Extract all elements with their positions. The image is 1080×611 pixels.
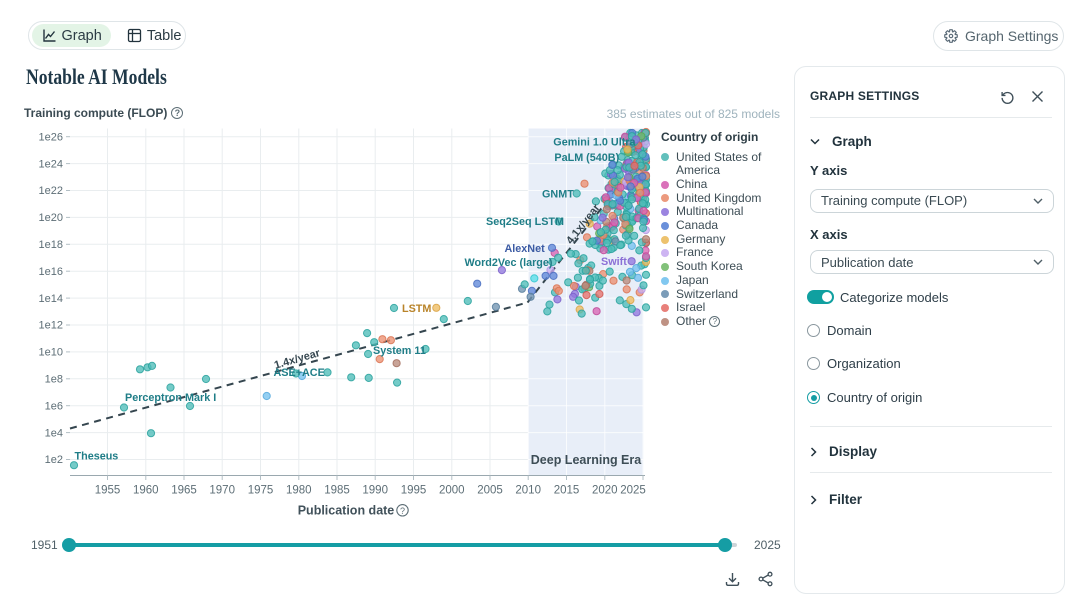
svg-text:Perceptron Mark I: Perceptron Mark I (125, 392, 216, 404)
svg-text:1e8: 1e8 (45, 374, 63, 386)
svg-text:1e22: 1e22 (39, 185, 63, 197)
svg-text:1985: 1985 (324, 485, 350, 497)
svg-text:2010: 2010 (515, 485, 541, 497)
svg-text:Theseus: Theseus (75, 451, 119, 463)
svg-text:1e2: 1e2 (45, 454, 63, 466)
svg-text:Publication date: Publication date (298, 504, 395, 518)
svg-text:1e26: 1e26 (39, 131, 63, 143)
svg-text:Swift: Swift (601, 256, 627, 268)
svg-text:1990: 1990 (362, 485, 388, 497)
svg-text:2005: 2005 (477, 485, 503, 497)
svg-text:1e20: 1e20 (39, 212, 63, 224)
svg-text:1e12: 1e12 (39, 320, 63, 332)
svg-text:Word2Vec (large): Word2Vec (large) (465, 257, 553, 269)
svg-text:1995: 1995 (401, 485, 427, 497)
svg-text:1e14: 1e14 (39, 293, 63, 305)
svg-text:1960: 1960 (133, 485, 159, 497)
svg-text:1e16: 1e16 (39, 266, 63, 278)
svg-text:1e18: 1e18 (39, 239, 63, 251)
svg-text:Seq2Seq LSTM: Seq2Seq LSTM (486, 216, 564, 228)
svg-text:2020: 2020 (592, 485, 618, 497)
svg-text:Deep Learning Era: Deep Learning Era (531, 453, 642, 467)
svg-text:1e10: 1e10 (39, 347, 63, 359)
svg-text:1965: 1965 (171, 485, 197, 497)
svg-text:2025: 2025 (620, 485, 646, 497)
svg-text:2000: 2000 (439, 485, 465, 497)
svg-text:1970: 1970 (209, 485, 235, 497)
svg-text:1e24: 1e24 (39, 158, 63, 170)
svg-text:GNMT: GNMT (542, 189, 574, 201)
svg-text:ASE+ACE: ASE+ACE (274, 367, 325, 379)
svg-text:2015: 2015 (554, 485, 580, 497)
svg-text:AlexNet: AlexNet (505, 243, 546, 255)
svg-text:1955: 1955 (95, 485, 121, 497)
svg-text:1e6: 1e6 (45, 400, 63, 412)
svg-text:System 11: System 11 (373, 345, 426, 357)
svg-text:1975: 1975 (248, 485, 274, 497)
svg-text:PaLM (540B): PaLM (540B) (554, 152, 619, 164)
svg-text:1980: 1980 (286, 485, 312, 497)
svg-text:Gemini 1.0 Ultra: Gemini 1.0 Ultra (553, 136, 636, 148)
svg-text:?: ? (400, 506, 405, 516)
svg-text:1e4: 1e4 (45, 427, 63, 439)
svg-text:LSTM: LSTM (402, 303, 431, 315)
